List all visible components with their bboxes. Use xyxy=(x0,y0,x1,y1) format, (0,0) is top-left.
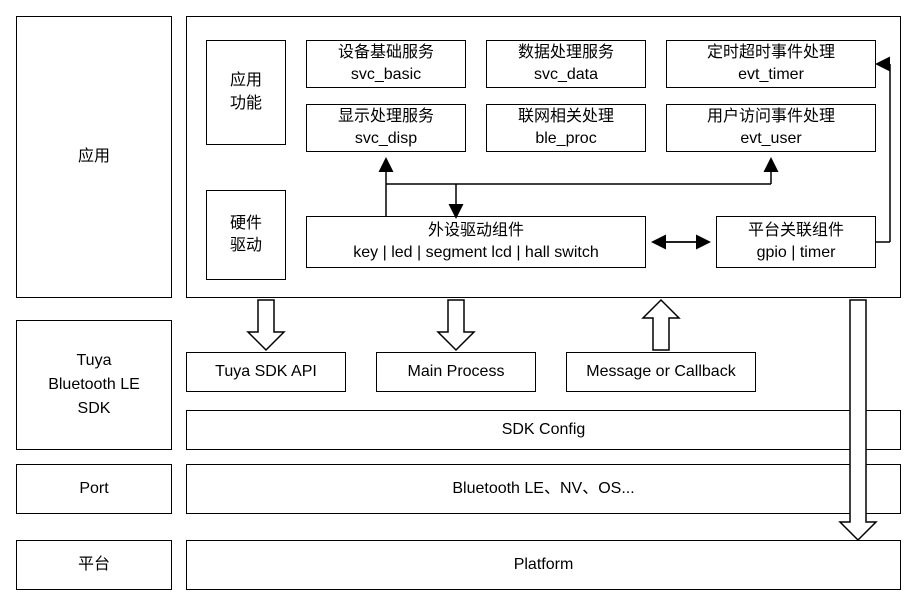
hw-drv-label-box: 硬件 驱动 xyxy=(206,190,286,280)
svc-data-title: 数据处理服务 xyxy=(518,42,614,64)
ble-proc-sub: ble_proc xyxy=(535,128,596,150)
row-label-sdk-text: Tuya Bluetooth LE SDK xyxy=(48,349,140,421)
sdk-api-text: Tuya SDK API xyxy=(215,361,317,383)
evt-user-sub: evt_user xyxy=(740,128,801,150)
app-func-label-box: 应用 功能 xyxy=(206,40,286,145)
svc-basic-sub: svc_basic xyxy=(351,64,421,86)
row-label-app-text: 应用 xyxy=(78,145,110,169)
svc-disp-title: 显示处理服务 xyxy=(338,106,434,128)
sdk-main-box: Main Process xyxy=(376,352,536,392)
svc-data-sub: svc_data xyxy=(534,64,598,86)
plat-assoc-sub: gpio | timer xyxy=(757,242,836,264)
svc-data-box: 数据处理服务 svc_data xyxy=(486,40,646,88)
port-text: Bluetooth LE、NV、OS... xyxy=(452,478,634,500)
hollow-arrow-down-main xyxy=(438,300,474,350)
hollow-arrow-down-api xyxy=(248,300,284,350)
row-label-app: 应用 xyxy=(16,16,172,298)
row-label-platform: 平台 xyxy=(16,540,172,590)
plat-assoc-title: 平台关联组件 xyxy=(748,220,844,242)
evt-timer-sub: evt_timer xyxy=(738,64,804,86)
ble-proc-title: 联网相关处理 xyxy=(518,106,614,128)
port-box: Bluetooth LE、NV、OS... xyxy=(186,464,901,514)
row-label-port: Port xyxy=(16,464,172,514)
sdk-msg-text: Message or Callback xyxy=(586,361,735,383)
row-label-platform-text: 平台 xyxy=(78,553,110,577)
svc-basic-title: 设备基础服务 xyxy=(338,42,434,64)
row-label-sdk: Tuya Bluetooth LE SDK xyxy=(16,320,172,450)
evt-timer-box: 定时超时事件处理 evt_timer xyxy=(666,40,876,88)
platform-box: Platform xyxy=(186,540,901,590)
platform-text: Platform xyxy=(514,554,574,576)
svc-disp-box: 显示处理服务 svc_disp xyxy=(306,104,466,152)
hw-drv-label: 硬件 驱动 xyxy=(230,213,262,258)
svc-disp-sub: svc_disp xyxy=(355,128,417,150)
sdk-msg-box: Message or Callback xyxy=(566,352,756,392)
row-label-port-text: Port xyxy=(79,477,108,501)
evt-user-box: 用户访问事件处理 evt_user xyxy=(666,104,876,152)
sdk-main-text: Main Process xyxy=(408,361,505,383)
sdk-api-box: Tuya SDK API xyxy=(186,352,346,392)
sdk-config-box: SDK Config xyxy=(186,410,901,450)
sdk-config-text: SDK Config xyxy=(502,419,586,441)
plat-assoc-box: 平台关联组件 gpio | timer xyxy=(716,216,876,268)
app-func-label: 应用 功能 xyxy=(230,70,262,115)
evt-timer-title: 定时超时事件处理 xyxy=(707,42,835,64)
periph-sub: key | led | segment lcd | hall switch xyxy=(353,242,598,264)
periph-title: 外设驱动组件 xyxy=(428,220,524,242)
ble-proc-box: 联网相关处理 ble_proc xyxy=(486,104,646,152)
periph-box: 外设驱动组件 key | led | segment lcd | hall sw… xyxy=(306,216,646,268)
svc-basic-box: 设备基础服务 svc_basic xyxy=(306,40,466,88)
evt-user-title: 用户访问事件处理 xyxy=(707,106,835,128)
hollow-arrow-up-msg xyxy=(643,300,679,350)
